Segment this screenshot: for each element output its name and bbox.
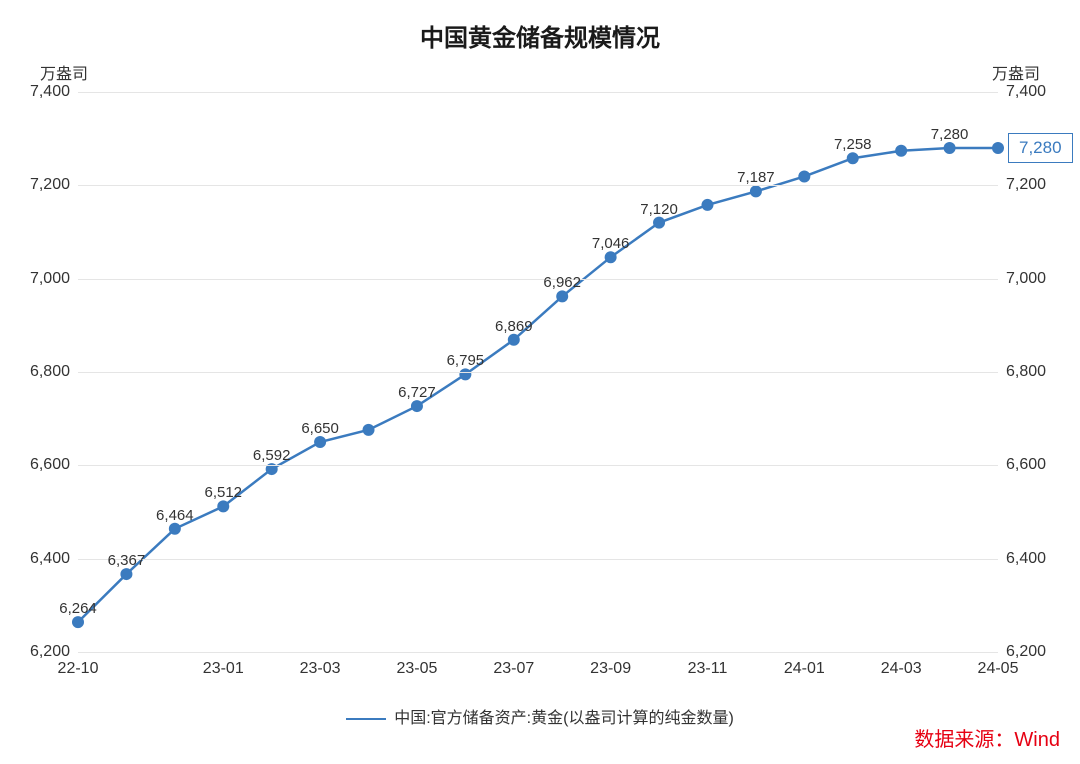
series-marker xyxy=(217,500,229,512)
data-label: 6,650 xyxy=(301,420,339,437)
data-label: 6,869 xyxy=(495,318,533,335)
y-axis-unit-right: 万盎司 xyxy=(992,60,1040,84)
data-label: 7,187 xyxy=(737,169,775,186)
series-marker xyxy=(798,170,810,182)
x-tick: 23-03 xyxy=(300,660,341,678)
x-tick: 23-11 xyxy=(688,660,728,678)
x-tick: 22-10 xyxy=(58,660,99,678)
x-tick: 23-07 xyxy=(493,660,534,678)
y-tick-left: 7,200 xyxy=(30,176,70,194)
data-label: 6,795 xyxy=(447,352,485,369)
series-marker xyxy=(701,199,713,211)
series-marker xyxy=(750,185,762,197)
data-label: 6,264 xyxy=(59,600,97,617)
x-tick: 23-05 xyxy=(396,660,437,678)
y-tick-right: 7,000 xyxy=(1006,270,1046,288)
y-tick-right: 7,200 xyxy=(1006,176,1046,194)
y-tick-left: 6,800 xyxy=(30,363,70,381)
data-label: 6,464 xyxy=(156,507,194,524)
series-marker xyxy=(556,290,568,302)
data-label: 6,727 xyxy=(398,384,436,401)
x-tick: 24-05 xyxy=(978,660,1019,678)
series-line xyxy=(78,148,998,622)
y-tick-right: 7,400 xyxy=(1006,83,1046,101)
y-tick-right: 6,800 xyxy=(1006,363,1046,381)
chart-title: 中国黄金储备规模情况 xyxy=(0,18,1080,53)
gridline xyxy=(78,279,998,280)
gridline xyxy=(78,652,998,653)
series-marker xyxy=(314,436,326,448)
data-label: 7,120 xyxy=(640,201,678,218)
data-label: 7,046 xyxy=(592,235,630,252)
y-tick-right: 6,600 xyxy=(1006,456,1046,474)
gridline xyxy=(78,185,998,186)
legend-line-swatch xyxy=(346,718,386,720)
data-label: 6,367 xyxy=(108,552,146,569)
y-tick-left: 6,400 xyxy=(30,550,70,568)
x-tick: 23-01 xyxy=(203,660,244,678)
gridline xyxy=(78,465,998,466)
series-marker xyxy=(363,424,375,436)
data-label: 7,258 xyxy=(834,136,872,153)
gridline xyxy=(78,372,998,373)
y-tick-left: 7,400 xyxy=(30,83,70,101)
series-marker xyxy=(459,368,471,380)
x-tick: 23-09 xyxy=(590,660,631,678)
series-marker xyxy=(120,568,132,580)
plot-area: 6,2646,3676,4646,5126,5926,6506,7276,795… xyxy=(78,92,998,652)
y-tick-right: 6,200 xyxy=(1006,643,1046,661)
y-tick-left: 7,000 xyxy=(30,270,70,288)
series-marker xyxy=(653,217,665,229)
data-label: 6,592 xyxy=(253,447,291,464)
y-tick-left: 6,600 xyxy=(30,456,70,474)
x-tick: 24-01 xyxy=(784,660,825,678)
chart-container: 中国黄金储备规模情况 万盎司 万盎司 6,264 6,367 6,464 6,512 6… xyxy=(0,0,1080,764)
legend-label: 中国:官方储备资产:黄金(以盎司计算的纯金数量) xyxy=(394,710,734,727)
gridline xyxy=(78,559,998,560)
series-marker xyxy=(605,251,617,263)
series-marker xyxy=(944,142,956,154)
y-tick-left: 6,200 xyxy=(30,643,70,661)
data-label: 6,962 xyxy=(543,274,581,291)
series-marker xyxy=(847,152,859,164)
x-tick: 24-03 xyxy=(881,660,922,678)
y-tick-right: 6,400 xyxy=(1006,550,1046,568)
data-label: 6,512 xyxy=(204,484,242,501)
series-marker xyxy=(411,400,423,412)
series-marker xyxy=(508,334,520,346)
series-marker xyxy=(72,616,84,628)
data-label: 7,280 xyxy=(931,126,969,143)
value-callout: 7,280 xyxy=(1008,133,1073,163)
series-marker xyxy=(169,523,181,535)
series-marker xyxy=(992,142,1004,154)
series-marker xyxy=(895,145,907,157)
y-axis-unit-left: 万盎司 xyxy=(40,60,88,84)
gridline xyxy=(78,92,998,93)
data-source: 数据来源：Wind xyxy=(914,723,1060,752)
